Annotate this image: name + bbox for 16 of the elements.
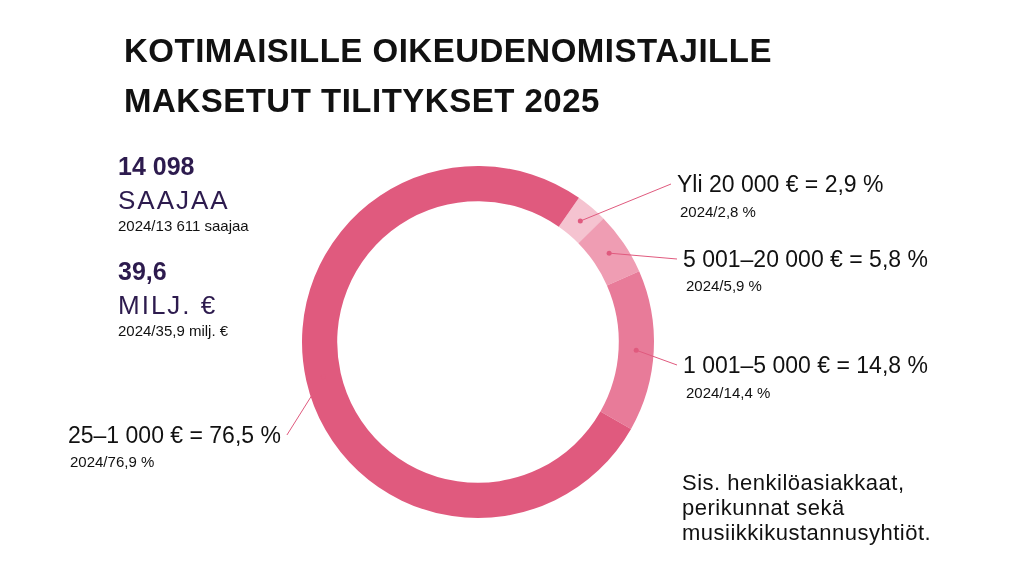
slice-label: 1 001–5 000 € = 14,8 % bbox=[683, 352, 928, 378]
text: 2024/14,4 % bbox=[686, 384, 771, 401]
text: 2024/76,9 % bbox=[70, 453, 155, 470]
slice-label: 25–1 000 € = 76,5 % bbox=[68, 422, 281, 448]
text: 2024/13 611 saajaa bbox=[118, 217, 249, 234]
text: 39,6 bbox=[118, 257, 167, 286]
text: 2024/2,8 % bbox=[680, 203, 756, 220]
text: Sis. henkilöasiakkaat, perikunnat sekä musiikkikustannusyhtiöt. bbox=[682, 470, 933, 545]
slice-label: Yli 20 000 € = 2,9 % bbox=[677, 171, 884, 197]
chart-title: KOTIMAISILLE OIKEUDENOMISTAJILLE MAKSETUT TILITYKSET 2025 bbox=[124, 31, 773, 121]
text: MILJ. € bbox=[118, 290, 218, 321]
text: 2024/5,9 % bbox=[686, 277, 762, 294]
text: SAAJAA bbox=[118, 185, 230, 216]
slice-label: 5 001–20 000 € = 5,8 % bbox=[683, 246, 928, 272]
text: 2024/35,9 milj. € bbox=[118, 322, 229, 339]
text: 14 098 bbox=[118, 152, 195, 181]
